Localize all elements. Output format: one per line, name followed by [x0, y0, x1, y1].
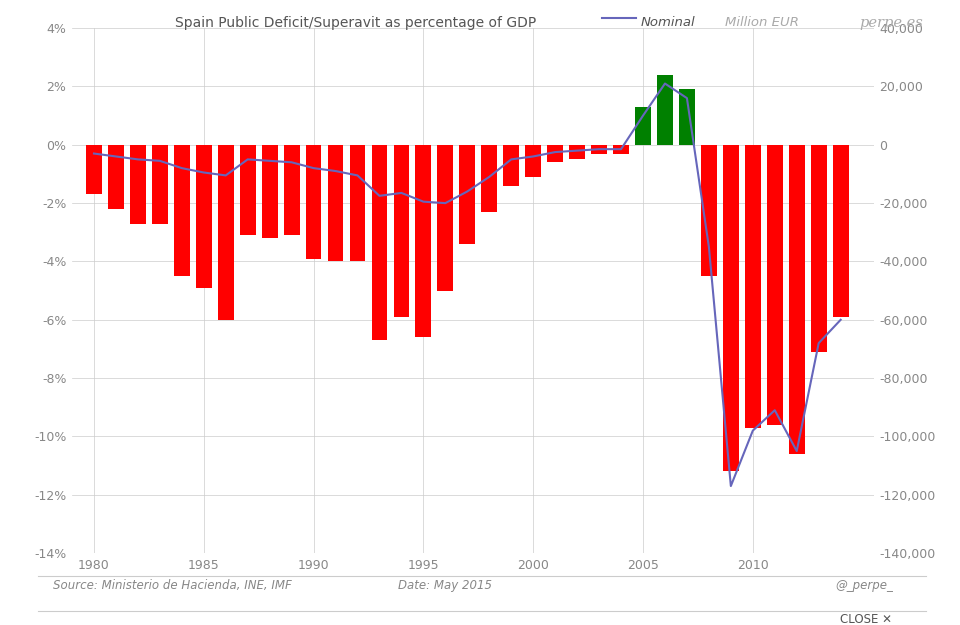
Bar [679, 89, 695, 145]
Bar [196, 145, 211, 288]
Bar [636, 107, 651, 145]
Text: @_perpe_: @_perpe_ [835, 579, 893, 592]
Bar [613, 145, 629, 154]
Bar [591, 145, 607, 154]
Bar [525, 145, 541, 177]
Text: Source: Ministerio de Hacienda, INE, IMF: Source: Ministerio de Hacienda, INE, IMF [53, 579, 292, 592]
Bar [394, 145, 409, 317]
Text: Spain Public Deficit/Superavit as percentage of GDP: Spain Public Deficit/Superavit as percen… [175, 16, 536, 29]
Bar [481, 145, 497, 212]
Text: Nominal: Nominal [640, 16, 695, 29]
Bar [218, 145, 233, 320]
Bar [723, 145, 739, 471]
Text: Million EUR: Million EUR [725, 16, 799, 29]
Text: CLOSE ✕: CLOSE ✕ [840, 613, 892, 625]
Bar [811, 145, 827, 352]
Bar [569, 145, 585, 159]
Bar [152, 145, 168, 224]
Bar [262, 145, 277, 238]
Bar [767, 145, 782, 425]
Bar [240, 145, 255, 235]
Bar [108, 145, 124, 209]
Bar [327, 145, 344, 261]
Bar [460, 145, 475, 244]
Bar [789, 145, 804, 454]
Bar [372, 145, 388, 340]
Bar [547, 145, 564, 162]
Bar [832, 145, 849, 317]
Bar [503, 145, 519, 186]
Bar [174, 145, 190, 276]
Bar [130, 145, 146, 224]
Text: Date: May 2015: Date: May 2015 [398, 579, 492, 592]
Bar [284, 145, 300, 235]
Bar [305, 145, 322, 259]
Bar [349, 145, 366, 261]
Bar [416, 145, 431, 338]
Bar [438, 145, 453, 291]
Text: perpe.es: perpe.es [859, 16, 923, 29]
Bar [657, 75, 673, 145]
Bar [701, 145, 717, 276]
Bar [86, 145, 102, 194]
Bar [745, 145, 760, 428]
